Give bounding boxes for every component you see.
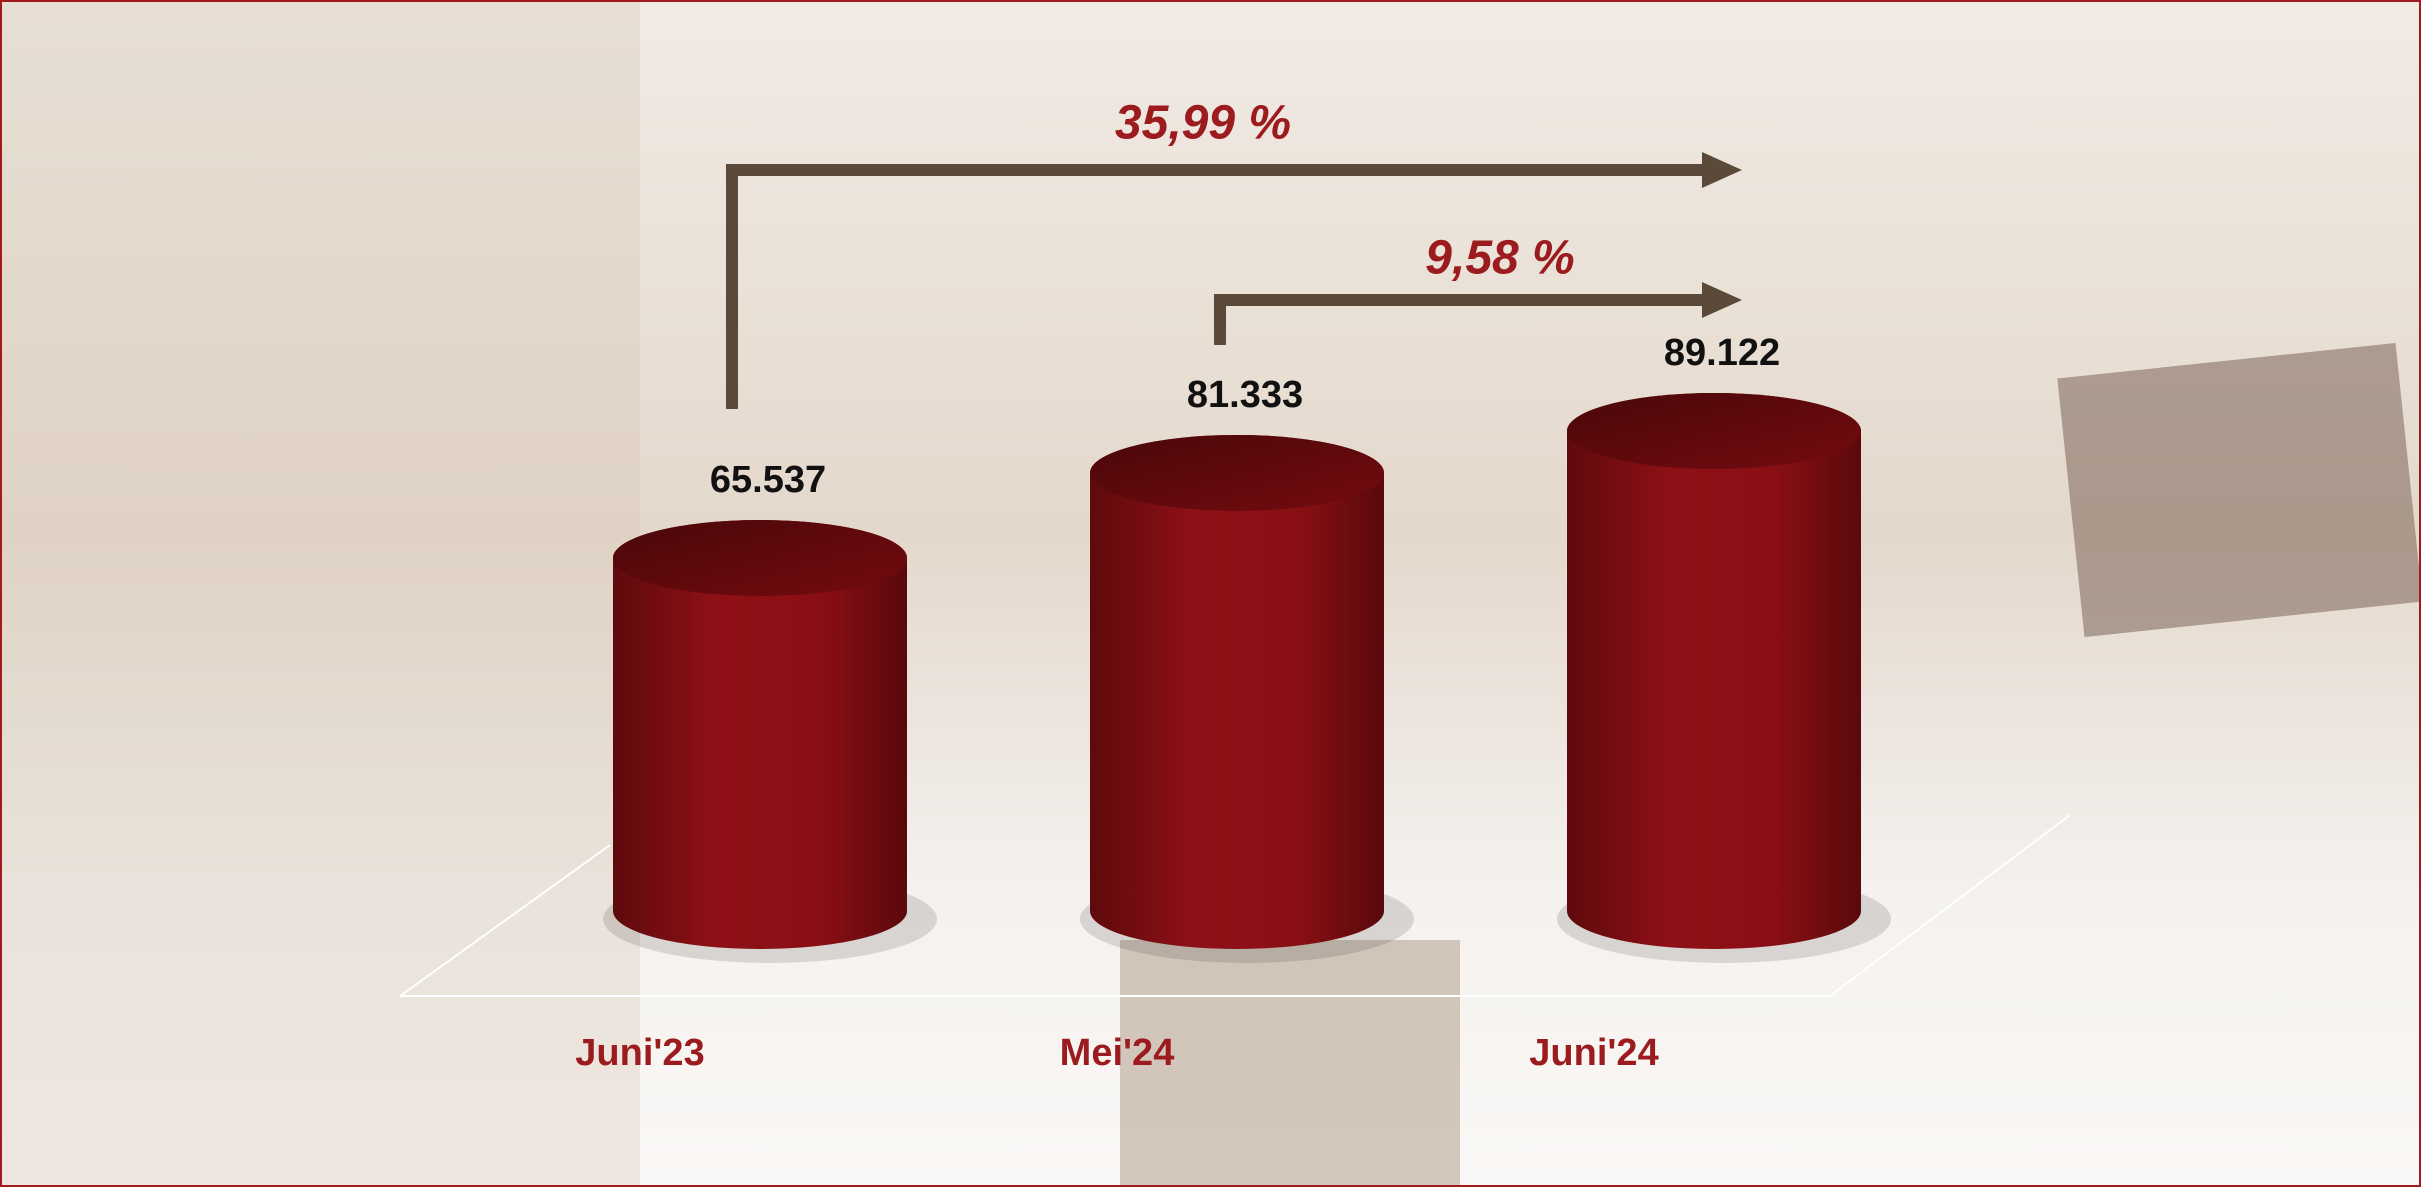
floor-line [399, 844, 611, 997]
cylinder-top [1090, 434, 1384, 511]
arrow-head [1702, 152, 1742, 188]
wall [0, 0, 640, 1187]
bed-runner [1120, 940, 1460, 1187]
floor-line [1829, 814, 2071, 997]
value-label: 65.537 [710, 459, 826, 501]
x-tick-label: Juni'24 [1529, 1032, 1658, 1074]
tv [2057, 342, 2421, 638]
arrow [1214, 294, 1706, 345]
cylinder-top [1567, 393, 1861, 469]
x-tick-label: Juni'23 [575, 1032, 704, 1074]
arrow [726, 164, 1706, 409]
value-label: 89.122 [1664, 332, 1780, 374]
x-tick-label: Mei'24 [1060, 1032, 1175, 1074]
annotation: 9,58 % [1425, 232, 1574, 285]
cylinder [613, 520, 907, 949]
annotation: 35,99 % [1115, 97, 1291, 150]
arrow-head [1702, 282, 1742, 318]
cylinder [1090, 434, 1384, 949]
cylinder [1567, 393, 1861, 949]
cylinder-top [613, 520, 907, 597]
value-label: 81.333 [1187, 374, 1303, 416]
